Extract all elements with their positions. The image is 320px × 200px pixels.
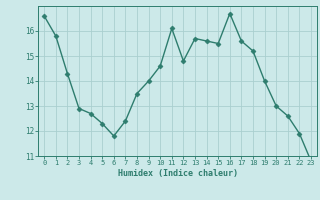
X-axis label: Humidex (Indice chaleur): Humidex (Indice chaleur) bbox=[118, 169, 238, 178]
